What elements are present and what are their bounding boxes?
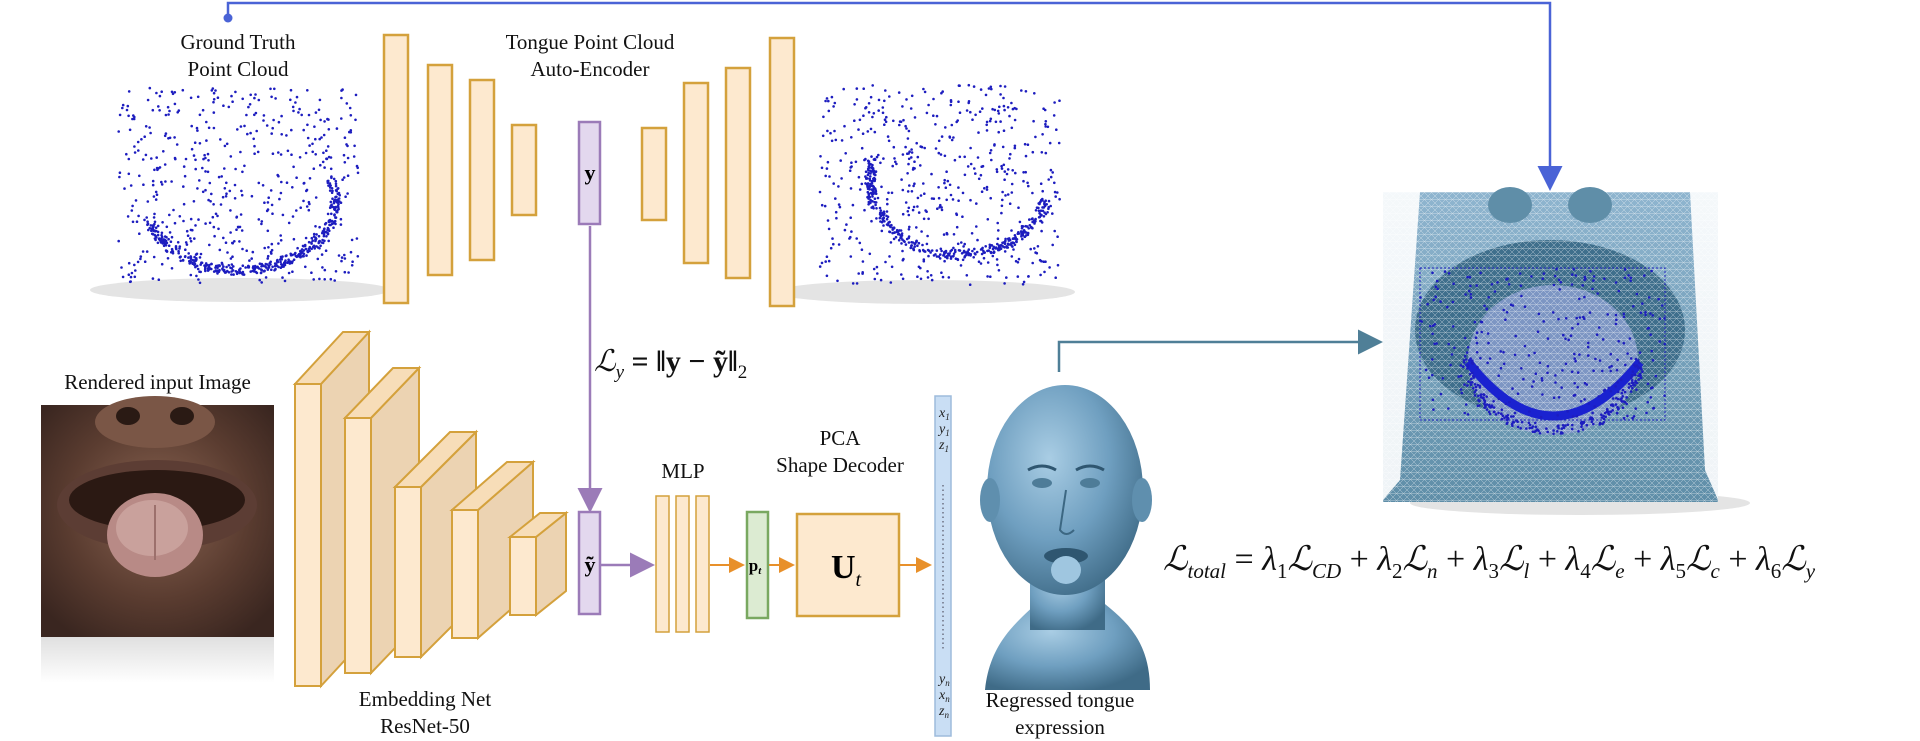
vector-top-label-1: x1 xyxy=(938,406,950,422)
encoder-layer-3 xyxy=(468,78,496,262)
loss-y-subscript: y xyxy=(615,362,625,383)
mlp-layer-1 xyxy=(655,495,670,633)
autoencoder-label-line2: Auto-Encoder xyxy=(530,57,650,81)
rendered-input-image xyxy=(41,396,274,683)
encoder-layer-4 xyxy=(510,123,538,217)
gt-cloud-shadow xyxy=(90,278,390,302)
loss-total-term-2: + λ2ℒn xyxy=(1341,541,1438,583)
embedding-block-3-front xyxy=(394,486,422,658)
vector-top-label-3: z1 xyxy=(938,438,949,454)
vector-bottom-label-1: yn xyxy=(937,672,950,688)
gt-label-line1: Ground Truth xyxy=(180,30,296,54)
loss-y-rhs: = ‖y − ỹ‖ xyxy=(624,345,738,378)
autoencoder-decoder xyxy=(640,36,796,308)
pca-label: PCA Shape Decoder xyxy=(740,425,940,479)
ground-truth-feedback-arrow xyxy=(226,1,1563,191)
pca-label-line2: Shape Decoder xyxy=(776,453,904,477)
latent-pred-box xyxy=(577,510,602,616)
embedding-block-2-front xyxy=(344,417,372,674)
mlp-layer-2 xyxy=(675,495,690,633)
vector-bottom-label-2: xn xyxy=(938,688,950,704)
tongue-mesh-overlay-render xyxy=(1383,187,1718,502)
loss-total-term-6: + λ6ℒy xyxy=(1719,541,1816,583)
loss-total-terms: λ1ℒCD + λ2ℒn + λ3ℒl + λ4ℒe + λ5ℒc + λ6ℒy xyxy=(1262,541,1816,583)
ground-truth-point-cloud xyxy=(117,86,360,285)
latent-pred-label: ỹ xyxy=(585,552,596,577)
mlp-layer-3 xyxy=(695,495,710,633)
loss-y-symbol: ℒ xyxy=(594,345,616,378)
loss-total-term-5: + λ5ℒc xyxy=(1624,541,1720,583)
loss-y-norm-subscript: 2 xyxy=(737,362,748,383)
loss-total-term-4: + λ4ℒe xyxy=(1529,541,1625,583)
vector-top-label-2: y1 xyxy=(937,422,950,438)
decoder-layer-4 xyxy=(768,36,796,308)
embedding-block-5-front xyxy=(509,536,537,616)
mlp-label: MLP xyxy=(661,459,705,483)
gt-label-line2: Point Cloud xyxy=(187,57,289,81)
decoder-layer-1 xyxy=(640,126,668,222)
regressed-label: Regressed tongue expression xyxy=(950,687,1170,741)
rendered-image-label: Rendered input Image xyxy=(64,370,251,394)
pca-decoder-label: Ut xyxy=(831,549,862,591)
embedding-block-4-front xyxy=(451,509,479,639)
pt-box xyxy=(745,510,770,620)
encoder-layer-1 xyxy=(382,33,410,305)
decoder-layer-3 xyxy=(724,66,752,280)
gt-label: Ground Truth Point Cloud xyxy=(143,29,333,83)
regressed-label-line2: expression xyxy=(1015,715,1105,739)
loss-y-formula: ℒy = ‖y − ỹ‖2 xyxy=(594,344,747,391)
embedding-block-1-front xyxy=(294,383,322,687)
pca-label-line1: PCA xyxy=(819,426,861,450)
embedding-net-label-line1: Embedding Net xyxy=(358,687,492,711)
autoencoder-label-line1: Tongue Point Cloud xyxy=(505,30,675,54)
pca-decoder-box xyxy=(795,512,901,618)
regressed-label-line1: Regressed tongue xyxy=(985,688,1135,712)
vector-bottom-label-3: zn xyxy=(938,704,949,720)
loss-total-term-1: λ1ℒCD xyxy=(1262,541,1342,583)
latent-y-box xyxy=(577,120,602,226)
embedding-net-label-line2: ResNet-50 xyxy=(380,714,470,738)
pt-label: pt xyxy=(749,556,762,577)
loss-total-subscript: total xyxy=(1187,558,1227,583)
pred-cloud-shadow xyxy=(775,280,1075,304)
decoder-layer-2 xyxy=(682,81,710,265)
feedback-arrow-origin xyxy=(223,13,233,23)
autoencoder-encoder xyxy=(382,33,538,305)
head-to-mesh-arrow xyxy=(1057,329,1383,372)
mlp-block xyxy=(655,495,710,633)
latent-y-label: y xyxy=(585,160,596,185)
regressed-head-render xyxy=(980,385,1152,690)
loss-total-symbol: ℒ xyxy=(1163,541,1188,578)
reconstructed-point-cloud xyxy=(818,83,1061,287)
autoencoder-label: Tongue Point Cloud Auto-Encoder xyxy=(470,29,710,83)
embedding-net-label: Embedding Net ResNet-50 xyxy=(320,686,530,740)
loss-total-formula: ℒtotal = λ1ℒCD + λ2ℒn + λ3ℒl + λ4ℒe + λ5… xyxy=(1163,541,1816,583)
embedding-net-resnet50 xyxy=(292,329,569,689)
loss-total-term-3: + λ3ℒl xyxy=(1437,541,1530,583)
encoder-layer-2 xyxy=(426,63,454,277)
